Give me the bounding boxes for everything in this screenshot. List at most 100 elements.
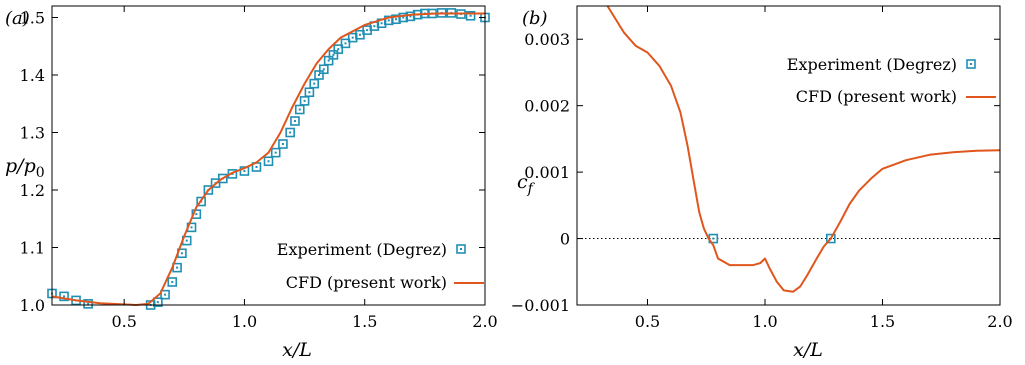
panel-a-experiment-point (153, 297, 163, 307)
panel-a-experiment-point (167, 277, 178, 287)
panel-b-y-tick-label: −0.001 (511, 296, 570, 315)
panel-a-experiment-point-dot (267, 160, 270, 163)
panel-b-x-tick-label: 1.5 (870, 312, 895, 331)
panel-a-experiment-point-dot (156, 301, 159, 304)
panel-a-experiment-point-dot (327, 59, 330, 62)
panel-a-y-axis-label: p/p0 (5, 155, 45, 181)
panel-a-experiment-point-dot (293, 120, 296, 122)
panel-a-experiment-point (299, 96, 310, 106)
panel-a-experiment-point-dot (344, 42, 347, 45)
panel-a-legend: Experiment (Degrez) CFD (present work) (277, 240, 484, 292)
panel-a-plot-frame (51, 5, 486, 306)
panel-a-plot-area: 0.5 1.0 1.5 2.0 1.0 1.1 1.2 1.3 1.4 1.5 (20, 5, 498, 331)
panel-a-x-tick-label: 1.5 (352, 312, 377, 331)
panel-a-experiment-point-dot (387, 19, 390, 22)
panel-b-legend-experiment-marker (966, 59, 976, 69)
panel-a-experiment-point-dot (289, 131, 292, 134)
panel-a-x-axis-label: x/L (282, 339, 312, 361)
panel-a-experiment-point (319, 64, 329, 75)
panel-a-experiment-point-dot (87, 302, 90, 305)
panel-b-x-axis-label: x/L (793, 339, 823, 361)
panel-b-y-tick-label: 0 (560, 230, 570, 249)
panel-a-experiment-point-dot (308, 91, 311, 94)
panel-a-y-tick-label: 1.3 (20, 124, 45, 143)
panel-a-experiment-point-dot (337, 48, 340, 51)
panel-a-legend-cfd-label: CFD (present work) (286, 273, 447, 292)
panel-a-experiment-point-dot (469, 14, 472, 17)
panel-a-experiment-point-dot (185, 239, 188, 242)
panel-a-experiment-point-dot (171, 281, 174, 283)
panel-a-experiment-point-dot (255, 166, 258, 168)
panel-a-experiment-point-dot (274, 151, 277, 154)
panel-a-y-tick-label: 1.2 (20, 181, 45, 200)
panel-a-y-tick-label: 1.5 (20, 9, 45, 28)
panel-b-plot-area: 0.5 1.0 1.5 2.0 −0.001 0 0.001 0.002 0.003 (511, 5, 1013, 331)
panel-b-y-tick-label: 0.002 (524, 97, 570, 116)
panel-a-series-cfd-line (51, 12, 485, 306)
panel-a-experiment-point (340, 38, 351, 49)
panel-a-experiment-point (309, 78, 320, 89)
panel-a-experiment-point (160, 289, 170, 300)
panel-a-experiment-point (285, 127, 295, 138)
panel-a-experiment-point (304, 87, 315, 98)
panel-a-experiment-point (294, 104, 305, 115)
panel-a-x-tick-label: 0.5 (111, 312, 136, 331)
panel-a-experiment-point (465, 10, 476, 21)
panel-a-experiment-point (333, 44, 344, 54)
panel-a-experiment-point (314, 70, 324, 80)
panel-b-legend-experiment-label: Experiment (Degrez) (787, 55, 957, 74)
panel-a-experiment-point (323, 55, 334, 66)
panel-b-x-tick-label: 0.5 (635, 312, 660, 331)
panel-a-experiment-point-dot (176, 266, 179, 269)
panel-a-legend-experiment-marker (456, 244, 466, 254)
panel-a-experiment-point (290, 116, 300, 126)
panel-a-y-tick-label: 1.1 (20, 239, 45, 258)
panel-a-experiment-point (196, 196, 206, 207)
panel-a-experiment-point-dot (281, 143, 284, 145)
panel-a-experiment-point-dot (190, 226, 193, 229)
panel-b-plot-frame (576, 5, 1001, 306)
panel-a-experiment-point (59, 291, 69, 302)
panel-a-experiment-point-dot (409, 15, 412, 18)
panel-a-experiment-point-dot (298, 108, 301, 111)
panel-b-series-cfd-line (606, 5, 1001, 293)
panel-a-experiment-point-dot (373, 25, 376, 28)
panel-a-experiment-point (239, 166, 250, 176)
panel-a-experiment-point-dot (303, 99, 306, 102)
panel-a-experiment-point-dot (351, 36, 354, 39)
panel-b-friction-chart: (b) cf x/L 0.5 1.0 1.5 2.0 −0.001 0 0.001 0.002… (511, 5, 1013, 361)
panel-b-y-tick-label: 0.001 (524, 163, 570, 182)
panel-b-y-tick-label: 0.003 (524, 30, 570, 49)
panel-b-legend-cfd-label: CFD (present work) (796, 87, 957, 106)
panel-b-legend: Experiment (Degrez) CFD (present work) (787, 55, 996, 106)
panel-a-experiment-point-dot (366, 29, 369, 32)
panel-a-experiment-point (217, 173, 228, 184)
panel-a-experiment-point (191, 209, 202, 219)
panel-b-label: (b) (522, 8, 548, 29)
panel-a-experiment-point (263, 156, 274, 167)
panel-b-x-tick-label: 1.0 (752, 312, 777, 331)
panel-a-experiment-point-dot (318, 74, 321, 76)
panel-a-experiment-point (227, 169, 238, 179)
panel-b-x-tick-label: 2.0 (987, 312, 1012, 331)
panel-b-experiment-point-dot (712, 237, 715, 240)
panel-a-experiment-point-dot (313, 82, 316, 85)
panel-a-experiment-point-dot (394, 18, 397, 21)
panel-a-experiment-point (270, 147, 281, 158)
panel-a-legend-experiment-label: Experiment (Degrez) (277, 240, 447, 259)
panel-a-experiment-point (203, 185, 214, 195)
panel-a-experiment-point-dot (322, 68, 325, 71)
panel-a-experiment-point-dot (164, 293, 167, 296)
panel-a-x-tick-label: 2.0 (472, 312, 497, 331)
panel-a-y-tick-label: 1.4 (20, 66, 45, 85)
panel-a-experiment-point-dot (380, 22, 383, 25)
panel-a-experiment-point-dot (63, 295, 66, 298)
panel-b-experiment-point (825, 233, 836, 244)
panel-a-legend-experiment-marker-dot (460, 248, 462, 250)
panel-b-y-axis-label: cf (517, 171, 536, 197)
panel-a-x-tick-label: 1.0 (232, 312, 257, 331)
panel-a-experiment-point-dot (243, 170, 246, 173)
panel-a-experiment-point-dot (180, 252, 183, 255)
panel-b-legend-experiment-marker-dot (970, 63, 972, 65)
panel-a-experiment-point (83, 299, 93, 309)
